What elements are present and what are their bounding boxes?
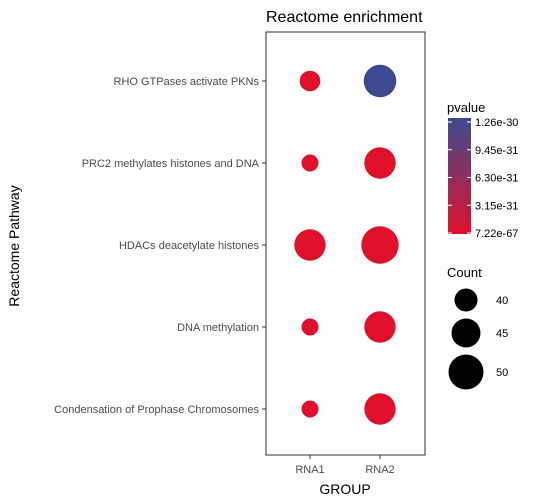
data-point bbox=[364, 393, 396, 425]
y-tick-label: DNA methylation bbox=[177, 322, 259, 334]
count-legend-key bbox=[448, 354, 484, 390]
chart-title: Reactome enrichment bbox=[266, 9, 423, 26]
data-point bbox=[294, 229, 326, 261]
count-legend-key bbox=[454, 288, 478, 312]
colorbar-tick-label: 3.15e-31 bbox=[475, 200, 518, 212]
data-point bbox=[301, 154, 319, 172]
count-legend-label: 45 bbox=[496, 328, 508, 340]
colorbar-tick-label: 1.26e-30 bbox=[475, 117, 518, 129]
y-tick-label: RHO GTPases activate PKNs bbox=[114, 76, 260, 88]
colorbar-tick-label: 7.22e-67 bbox=[475, 228, 518, 240]
pvalue-legend: pvalue 1.26e-30 9.45e-31 6.30e-31 3.15e-31 7… bbox=[447, 100, 518, 240]
data-point bbox=[301, 318, 319, 336]
data-point bbox=[361, 226, 399, 264]
data-points bbox=[294, 64, 399, 425]
x-tick-label: RNA2 bbox=[365, 464, 394, 476]
x-axis-title: GROUP bbox=[319, 481, 370, 497]
data-point bbox=[363, 64, 397, 98]
plot-panel bbox=[265, 31, 426, 456]
y-axis: RHO GTPases activate PKNs PRC2 methylates… bbox=[54, 76, 266, 416]
data-point bbox=[301, 400, 319, 418]
count-legend-key bbox=[451, 318, 481, 348]
count-legend-label: 50 bbox=[496, 367, 508, 379]
count-legend-label: 40 bbox=[496, 295, 508, 307]
y-tick-label: PRC2 methylates histones and DNA bbox=[82, 158, 260, 170]
y-tick-label: HDACs deacetylate histones bbox=[119, 240, 260, 252]
colorbar-tick-label: 9.45e-31 bbox=[475, 145, 518, 157]
count-legend-title: Count bbox=[447, 265, 482, 280]
pvalue-legend-title: pvalue bbox=[447, 100, 485, 115]
y-axis-title: Reactome Pathway bbox=[6, 185, 22, 306]
pvalue-colorbar bbox=[448, 118, 471, 234]
x-tick-label: RNA1 bbox=[295, 464, 324, 476]
y-tick-label: Condensation of Prophase Chromosomes bbox=[54, 404, 259, 416]
data-point bbox=[364, 311, 396, 343]
x-axis: RNA1 RNA2 bbox=[295, 455, 395, 476]
colorbar-tick-label: 6.30e-31 bbox=[475, 173, 518, 185]
data-point bbox=[299, 70, 321, 92]
data-point bbox=[364, 147, 396, 179]
count-legend: Count 40 45 50 bbox=[447, 265, 508, 390]
